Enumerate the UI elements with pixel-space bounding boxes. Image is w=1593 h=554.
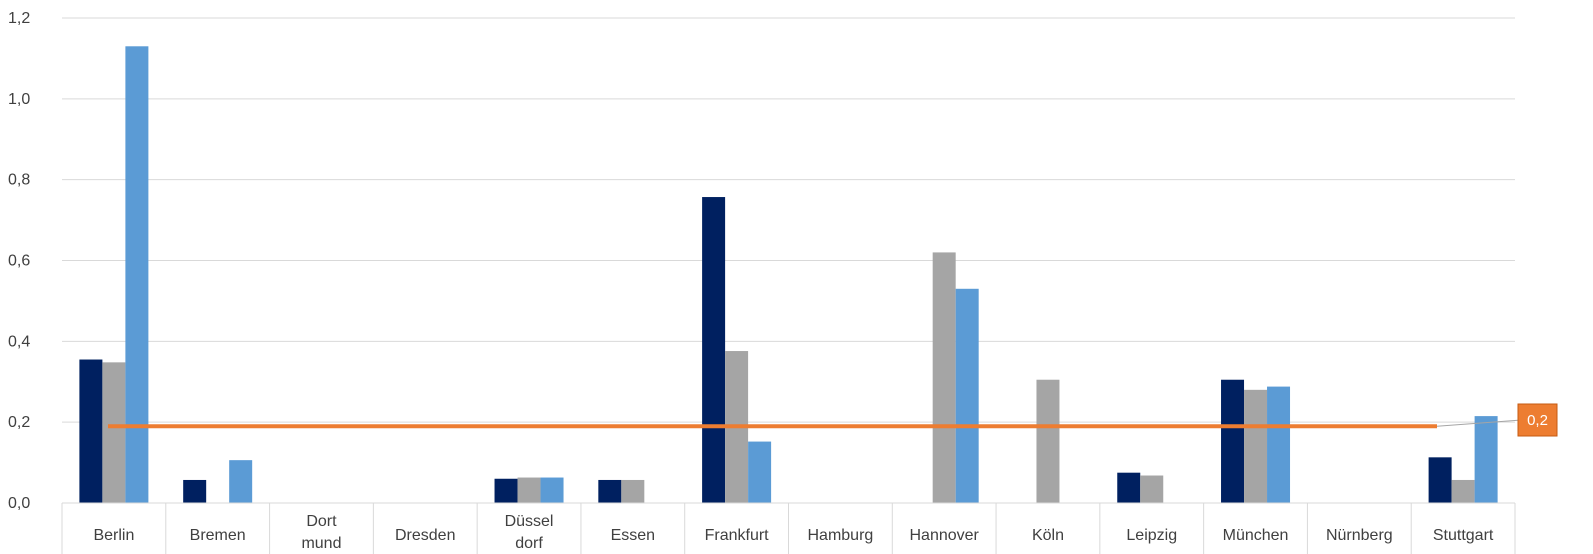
bar: [955, 288, 979, 503]
bar: [517, 477, 541, 503]
reference-line-label: 0,2: [1527, 412, 1548, 429]
category-label: Stuttgart: [1433, 527, 1494, 544]
reference-line-group: 0,2: [108, 403, 1558, 437]
bar: [125, 46, 149, 504]
bar: [1036, 379, 1060, 503]
bar: [1140, 475, 1164, 503]
bar: [702, 197, 726, 503]
category-label: München: [1223, 527, 1289, 544]
category-label-line: Stuttgart: [1433, 527, 1494, 544]
bar: [1428, 457, 1452, 503]
gridlines: [62, 17, 1515, 423]
bars: [79, 46, 1498, 504]
category-label-line: München: [1223, 527, 1289, 544]
category-label-line: Hannover: [909, 527, 979, 544]
y-tick-label: 1,0: [8, 91, 30, 108]
category-label: Bremen: [190, 527, 246, 544]
bar: [1267, 386, 1291, 503]
bar: [229, 460, 253, 503]
category-label: Dort mund: [301, 513, 341, 552]
category-label-line: Köln: [1032, 527, 1064, 544]
category-label: Frankfurt: [705, 527, 770, 544]
category-label: Düssel dorf: [505, 513, 554, 552]
category-label-line: Bremen: [190, 527, 246, 544]
category-label-line: dorf: [515, 535, 543, 552]
y-tick-label: 0,0: [8, 495, 30, 512]
bar: [932, 252, 956, 503]
bar: [1221, 379, 1245, 503]
category-label: Hannover: [909, 527, 979, 544]
bar: [621, 479, 645, 503]
category-label: Köln: [1032, 527, 1064, 544]
category-label: Hamburg: [807, 527, 873, 544]
category-label-line: Düssel: [505, 513, 554, 530]
callout-box: [1517, 403, 1558, 437]
y-tick-label: 0,4: [8, 333, 30, 350]
bar: [598, 479, 622, 503]
bar: [102, 362, 126, 503]
category-label-line: Berlin: [93, 527, 134, 544]
y-tick-label: 0,2: [8, 414, 30, 431]
category-label-line: Frankfurt: [705, 527, 770, 544]
bar: [748, 441, 772, 503]
category-label-line: Dort: [306, 513, 337, 530]
callout-leader: [1436, 419, 1519, 427]
category-label: Nürnberg: [1326, 527, 1393, 544]
bar: [1451, 479, 1475, 503]
bar: [79, 359, 103, 503]
bar: [183, 479, 207, 503]
y-tick-label: 1,2: [8, 10, 30, 27]
category-label: Berlin: [93, 527, 134, 544]
category-label: Dresden: [395, 527, 455, 544]
x-axis: Berlin Bremen Dort mund Dresden Düssel dorf Ess…: [61, 502, 1516, 554]
category-label: Essen: [611, 527, 655, 544]
category-label-line: Leipzig: [1126, 527, 1177, 544]
y-tick-label: 0,8: [8, 172, 30, 189]
bar: [1244, 389, 1268, 503]
category-label-line: Nürnberg: [1326, 527, 1393, 544]
bar: [1474, 416, 1498, 503]
bar: [540, 477, 564, 503]
category-label-line: Dresden: [395, 527, 455, 544]
category-label-line: Essen: [611, 527, 655, 544]
category-label-line: Hamburg: [807, 527, 873, 544]
y-axis: 0,0 0,2 0,4 0,6 0,8 1,0 1,2: [8, 10, 30, 512]
category-label-line: mund: [301, 535, 341, 552]
bar: [1117, 472, 1141, 503]
y-tick-label: 0,6: [8, 253, 30, 270]
bar: [494, 478, 518, 503]
category-label: Leipzig: [1126, 527, 1177, 544]
